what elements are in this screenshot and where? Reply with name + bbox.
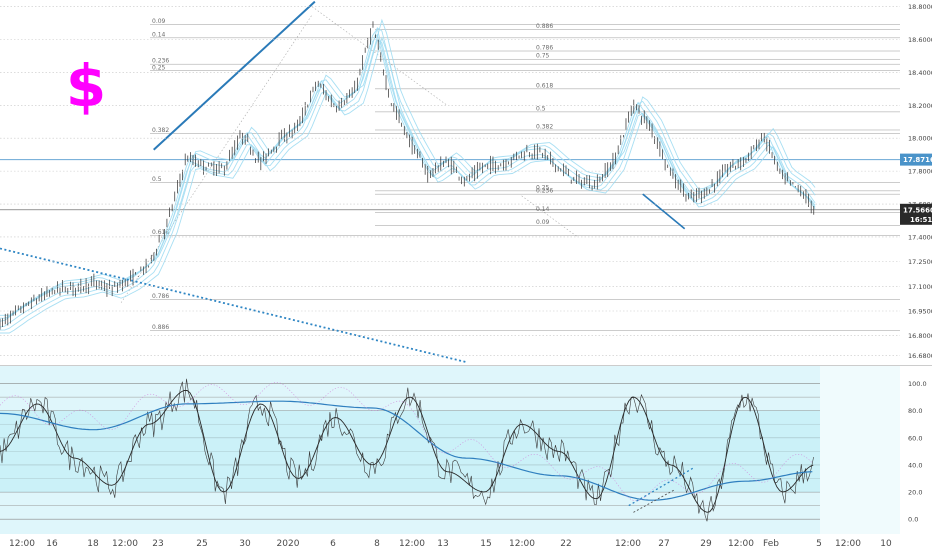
price-axis-label: 17.10000 — [908, 283, 932, 291]
fib-label: 0.14 — [152, 31, 166, 38]
blue-level-price-tag — [900, 153, 932, 166]
time-axis-label: 12:00 — [728, 539, 754, 549]
fib-label: 0.618 — [152, 229, 169, 236]
price-axis-label: 18.40000 — [908, 69, 932, 77]
time-axis-label: 12:00 — [112, 539, 138, 549]
osc-signal-line — [0, 390, 814, 513]
fib-label: 0.09 — [536, 219, 550, 226]
ribbon-band — [0, 38, 816, 331]
price-candles — [0, 21, 815, 330]
fib-label: 0.25 — [536, 184, 550, 191]
price-axis-label: 18.20000 — [908, 102, 932, 110]
oscillator-axis-label: 40.0 — [908, 461, 922, 469]
ribbon-band — [0, 27, 816, 322]
time-axis-label: 29 — [700, 539, 712, 549]
time-axis-label: 25 — [196, 539, 207, 549]
time-axis-label: 12:00 — [835, 539, 861, 549]
countdown-text: 16:51 — [910, 216, 932, 224]
fib-label: 0.5 — [536, 105, 546, 112]
fib-label: 0.786 — [152, 293, 169, 300]
fib-label: 0.886 — [152, 324, 169, 331]
osc-trend-line — [628, 467, 695, 507]
oscillator — [0, 378, 820, 522]
blue-level-price-text: 17.87166 — [903, 156, 932, 164]
fib-label: 0.14 — [536, 206, 550, 213]
time-axis-label: 16 — [46, 539, 58, 549]
time-axis-label: Feb — [763, 539, 779, 549]
time-axis-label: 23 — [152, 539, 163, 549]
time-axis-label: 6 — [330, 539, 336, 549]
current-price-text: 17.56604 — [903, 206, 932, 214]
downtrend-line — [642, 193, 686, 230]
oscillator-axis-label: 0.0 — [908, 516, 918, 524]
time-axis-label: 27 — [658, 539, 669, 549]
current-price-tag — [900, 203, 932, 225]
ribbon-band — [0, 27, 816, 319]
fib-label: 0.236 — [152, 58, 169, 65]
time-axis-label: 2020 — [277, 539, 300, 549]
time-axis-label: 8 — [374, 539, 380, 549]
fib-diagonal — [311, 6, 448, 106]
price-axis-label: 18.80000 — [908, 3, 932, 11]
oscillator-axis-label: 80.0 — [908, 407, 922, 415]
time-axis-label: 22 — [560, 539, 571, 549]
oscillator-axis-label: 60.0 — [908, 434, 922, 442]
time-axis-label: 12:00 — [509, 539, 535, 549]
price-axis-label: 16.68000 — [908, 352, 932, 360]
fibonacci-levels: 0.090.140.2360.250.3820.50.6180.7860.886… — [0, 6, 900, 331]
osc-fast-line — [0, 378, 814, 522]
osc-slow-line — [0, 400, 813, 501]
osc-band-fill — [0, 410, 820, 493]
fib-label: 0.382 — [152, 127, 169, 134]
oscillator-axis-label: 100.0 — [908, 380, 927, 388]
oscillator-axis-label: 20.0 — [908, 489, 922, 497]
time-axis-label: 15 — [480, 539, 491, 549]
price-axis[interactable]: 18.80000 18.60000 18.40000 18.20000 18.00000… — [0, 3, 932, 360]
oscillator-panel-bg-right — [820, 366, 900, 534]
time-axis-label: 10 — [880, 539, 892, 549]
uptrend-line — [153, 0, 316, 151]
ribbon-band — [0, 36, 816, 334]
oscillator-axis[interactable]: 100.0 80.0 60.0 40.0 20.0 0.0 — [908, 380, 927, 524]
dotted-trend-line — [0, 247, 466, 363]
time-axis[interactable]: 12:00 16 18 12:00 23 25 30 2020 6 8 12:00 13 15 12:00… — [9, 539, 892, 549]
price-axis-label: 16.80000 — [908, 332, 932, 340]
fib-label: 0.09 — [152, 18, 166, 25]
fib-label: 0.75 — [536, 53, 550, 60]
time-axis-label: 30 — [239, 539, 251, 549]
trend-lines — [0, 0, 686, 363]
fib-label: 0.618 — [536, 82, 553, 89]
price-axis-label: 17.40000 — [908, 233, 932, 241]
fib-label: 0.886 — [536, 23, 553, 30]
fib-label: 0.25 — [152, 64, 166, 71]
time-axis-label: 12:00 — [399, 539, 425, 549]
fib-label: 0.382 — [536, 123, 553, 130]
dollar-symbol: $ — [66, 52, 106, 120]
fib-label: 0.236 — [536, 188, 553, 195]
price-axis-label: 16.95000 — [908, 307, 932, 315]
fib-label: 0.786 — [536, 45, 553, 52]
time-axis-label: 12:00 — [9, 539, 35, 549]
price-axis-label: 17.25000 — [908, 258, 932, 266]
fib-diagonal — [521, 195, 578, 238]
fib-label: 0.5 — [152, 176, 162, 183]
price-axis-label: 17.80000 — [908, 168, 932, 176]
price-axis-label: 18.00000 — [908, 135, 932, 143]
price-tags: 17.87166 17.56604 16:51 — [900, 153, 932, 225]
time-axis-label: 5 — [816, 539, 822, 549]
time-axis-label: 12:00 — [615, 539, 641, 549]
fib-diagonal — [120, 14, 313, 303]
time-axis-label: 13 — [437, 539, 448, 549]
time-axis-label: 18 — [87, 539, 99, 549]
price-axis-label: 18.60000 — [908, 36, 932, 44]
